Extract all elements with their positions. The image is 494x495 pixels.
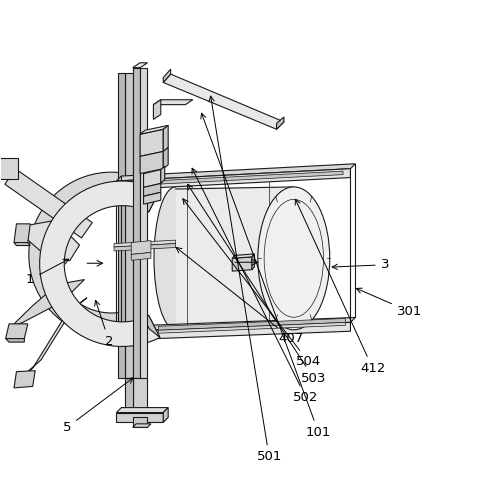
Polygon shape (163, 125, 168, 151)
Polygon shape (117, 407, 168, 412)
Polygon shape (118, 73, 125, 378)
Ellipse shape (154, 187, 197, 330)
Polygon shape (232, 254, 254, 258)
Polygon shape (14, 243, 30, 246)
Ellipse shape (258, 187, 330, 330)
Polygon shape (252, 254, 254, 270)
Polygon shape (133, 68, 140, 378)
Text: 301: 301 (357, 288, 422, 318)
Polygon shape (125, 73, 133, 378)
Polygon shape (159, 318, 345, 330)
Polygon shape (154, 99, 161, 119)
Polygon shape (14, 371, 35, 388)
Polygon shape (163, 148, 168, 169)
Polygon shape (117, 164, 355, 181)
Text: 1: 1 (26, 259, 69, 286)
Polygon shape (133, 417, 148, 427)
Polygon shape (40, 181, 160, 346)
Text: 501: 501 (209, 96, 282, 463)
Polygon shape (140, 151, 163, 174)
Text: 2: 2 (95, 300, 113, 347)
Polygon shape (163, 407, 168, 422)
Polygon shape (133, 378, 148, 417)
Text: 5: 5 (63, 378, 133, 434)
Polygon shape (133, 424, 151, 427)
Polygon shape (125, 378, 133, 417)
Polygon shape (175, 187, 294, 330)
Polygon shape (19, 220, 80, 261)
Polygon shape (140, 125, 168, 134)
Polygon shape (20, 298, 87, 378)
Polygon shape (154, 99, 193, 104)
Polygon shape (232, 257, 252, 271)
Text: 101: 101 (201, 113, 331, 439)
Polygon shape (114, 240, 175, 247)
Polygon shape (144, 193, 161, 204)
Polygon shape (159, 322, 345, 333)
Text: 3: 3 (332, 258, 389, 271)
Text: 502: 502 (192, 168, 319, 404)
Polygon shape (138, 307, 160, 338)
Polygon shape (117, 317, 355, 331)
Polygon shape (161, 166, 165, 184)
Polygon shape (163, 74, 284, 129)
Text: 504: 504 (183, 199, 321, 368)
Polygon shape (117, 169, 350, 190)
Polygon shape (277, 117, 284, 129)
Polygon shape (5, 324, 28, 339)
Polygon shape (144, 170, 161, 188)
Polygon shape (11, 280, 84, 326)
Polygon shape (14, 224, 30, 243)
Polygon shape (140, 129, 163, 156)
Polygon shape (5, 339, 24, 342)
Text: 407: 407 (176, 248, 304, 345)
Polygon shape (144, 184, 161, 197)
Polygon shape (138, 181, 160, 212)
Polygon shape (29, 172, 149, 338)
Text: 412: 412 (295, 199, 385, 375)
Polygon shape (163, 69, 170, 83)
Polygon shape (114, 244, 175, 251)
Polygon shape (0, 158, 18, 179)
Polygon shape (131, 252, 151, 260)
Polygon shape (117, 322, 350, 340)
Polygon shape (131, 241, 151, 254)
Polygon shape (124, 171, 343, 186)
Polygon shape (5, 169, 92, 238)
Polygon shape (133, 63, 148, 68)
Polygon shape (175, 187, 294, 330)
Text: 503: 503 (188, 184, 326, 385)
Polygon shape (117, 412, 163, 422)
Polygon shape (140, 68, 148, 378)
